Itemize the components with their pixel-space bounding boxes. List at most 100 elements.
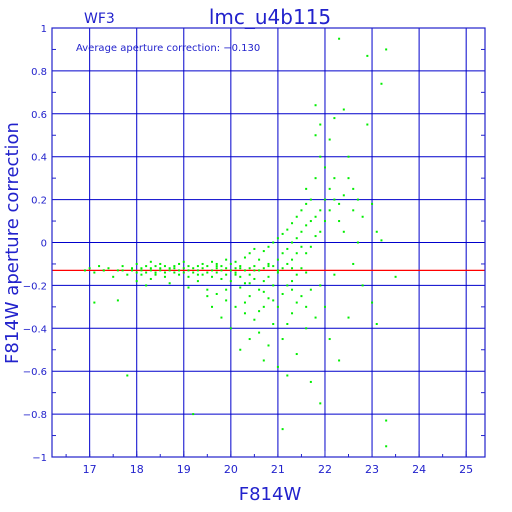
data-point <box>234 260 237 263</box>
y-tick-label: −0.2 <box>23 281 47 292</box>
data-point <box>352 187 355 190</box>
data-point <box>178 262 181 265</box>
data-point <box>206 288 209 291</box>
data-point <box>182 271 185 274</box>
data-point <box>243 269 246 272</box>
data-point <box>243 301 246 304</box>
data-point <box>309 245 312 248</box>
data-point <box>239 286 242 289</box>
y-tick-label: 0.4 <box>31 153 47 164</box>
data-point <box>173 265 176 268</box>
data-point <box>102 269 105 272</box>
data-point <box>309 380 312 383</box>
grid-lines <box>52 27 485 458</box>
data-point <box>253 247 256 250</box>
data-point <box>272 299 275 302</box>
data-point <box>206 271 209 274</box>
data-point <box>281 267 284 270</box>
data-point <box>295 353 298 356</box>
data-point <box>319 209 322 212</box>
data-point <box>361 215 364 218</box>
data-point <box>352 209 355 212</box>
data-point <box>276 237 279 240</box>
data-point <box>220 269 223 272</box>
data-point <box>366 54 369 57</box>
data-point <box>286 262 289 265</box>
data-point <box>262 267 265 270</box>
data-point <box>220 265 223 268</box>
data-point <box>342 108 345 111</box>
data-point <box>126 374 129 377</box>
data-point <box>291 258 294 261</box>
data-point <box>135 280 138 283</box>
data-point <box>168 267 171 270</box>
data-point <box>258 269 261 272</box>
data-point <box>206 265 209 268</box>
data-point <box>281 338 284 341</box>
data-point <box>98 265 101 268</box>
data-point <box>243 256 246 259</box>
data-point <box>323 198 326 201</box>
data-point <box>272 284 275 287</box>
data-point <box>309 198 312 201</box>
data-point <box>243 282 246 285</box>
data-point <box>323 305 326 308</box>
data-point <box>323 166 326 169</box>
data-point <box>267 262 270 265</box>
data-point <box>248 338 251 341</box>
data-point <box>215 267 218 270</box>
data-point <box>295 237 298 240</box>
data-point <box>225 258 228 261</box>
data-point <box>145 284 148 287</box>
data-point <box>178 273 181 276</box>
data-point <box>267 265 270 268</box>
data-point <box>300 245 303 248</box>
data-point <box>291 312 294 315</box>
data-point <box>342 230 345 233</box>
data-point <box>234 273 237 276</box>
data-point <box>342 194 345 197</box>
x-tick-label: 23 <box>365 463 379 476</box>
data-point <box>272 323 275 326</box>
data-point <box>262 250 265 253</box>
data-point <box>300 209 303 212</box>
data-point <box>225 299 228 302</box>
data-point <box>258 288 261 291</box>
data-point <box>121 269 124 272</box>
data-point <box>375 230 378 233</box>
data-point <box>286 228 289 231</box>
data-point <box>196 269 199 272</box>
data-point <box>338 202 341 205</box>
data-point <box>163 275 166 278</box>
data-point <box>196 273 199 276</box>
data-point <box>93 271 96 274</box>
data-point <box>145 265 148 268</box>
data-point <box>276 365 279 368</box>
data-point <box>371 202 374 205</box>
data-point <box>286 247 289 250</box>
data-point <box>116 299 119 302</box>
data-point <box>314 235 317 238</box>
data-point <box>291 241 294 244</box>
data-point <box>140 273 143 276</box>
data-point <box>286 323 289 326</box>
y-axis-label: F814W aperture correction <box>2 122 23 364</box>
data-point <box>168 269 171 272</box>
data-point <box>291 280 294 283</box>
data-point <box>154 273 157 276</box>
x-tick-label: 22 <box>318 463 332 476</box>
data-point <box>131 267 134 270</box>
data-point <box>286 374 289 377</box>
data-point <box>281 428 284 431</box>
data-point <box>305 327 308 330</box>
data-point <box>300 295 303 298</box>
data-point <box>323 220 326 223</box>
y-tick-label: −0.4 <box>23 324 47 335</box>
data-point <box>248 267 251 270</box>
plot-frame <box>51 27 486 458</box>
data-point <box>187 265 190 268</box>
data-point <box>305 271 308 274</box>
data-point <box>385 445 388 448</box>
data-point <box>319 155 322 158</box>
data-point <box>305 305 308 308</box>
